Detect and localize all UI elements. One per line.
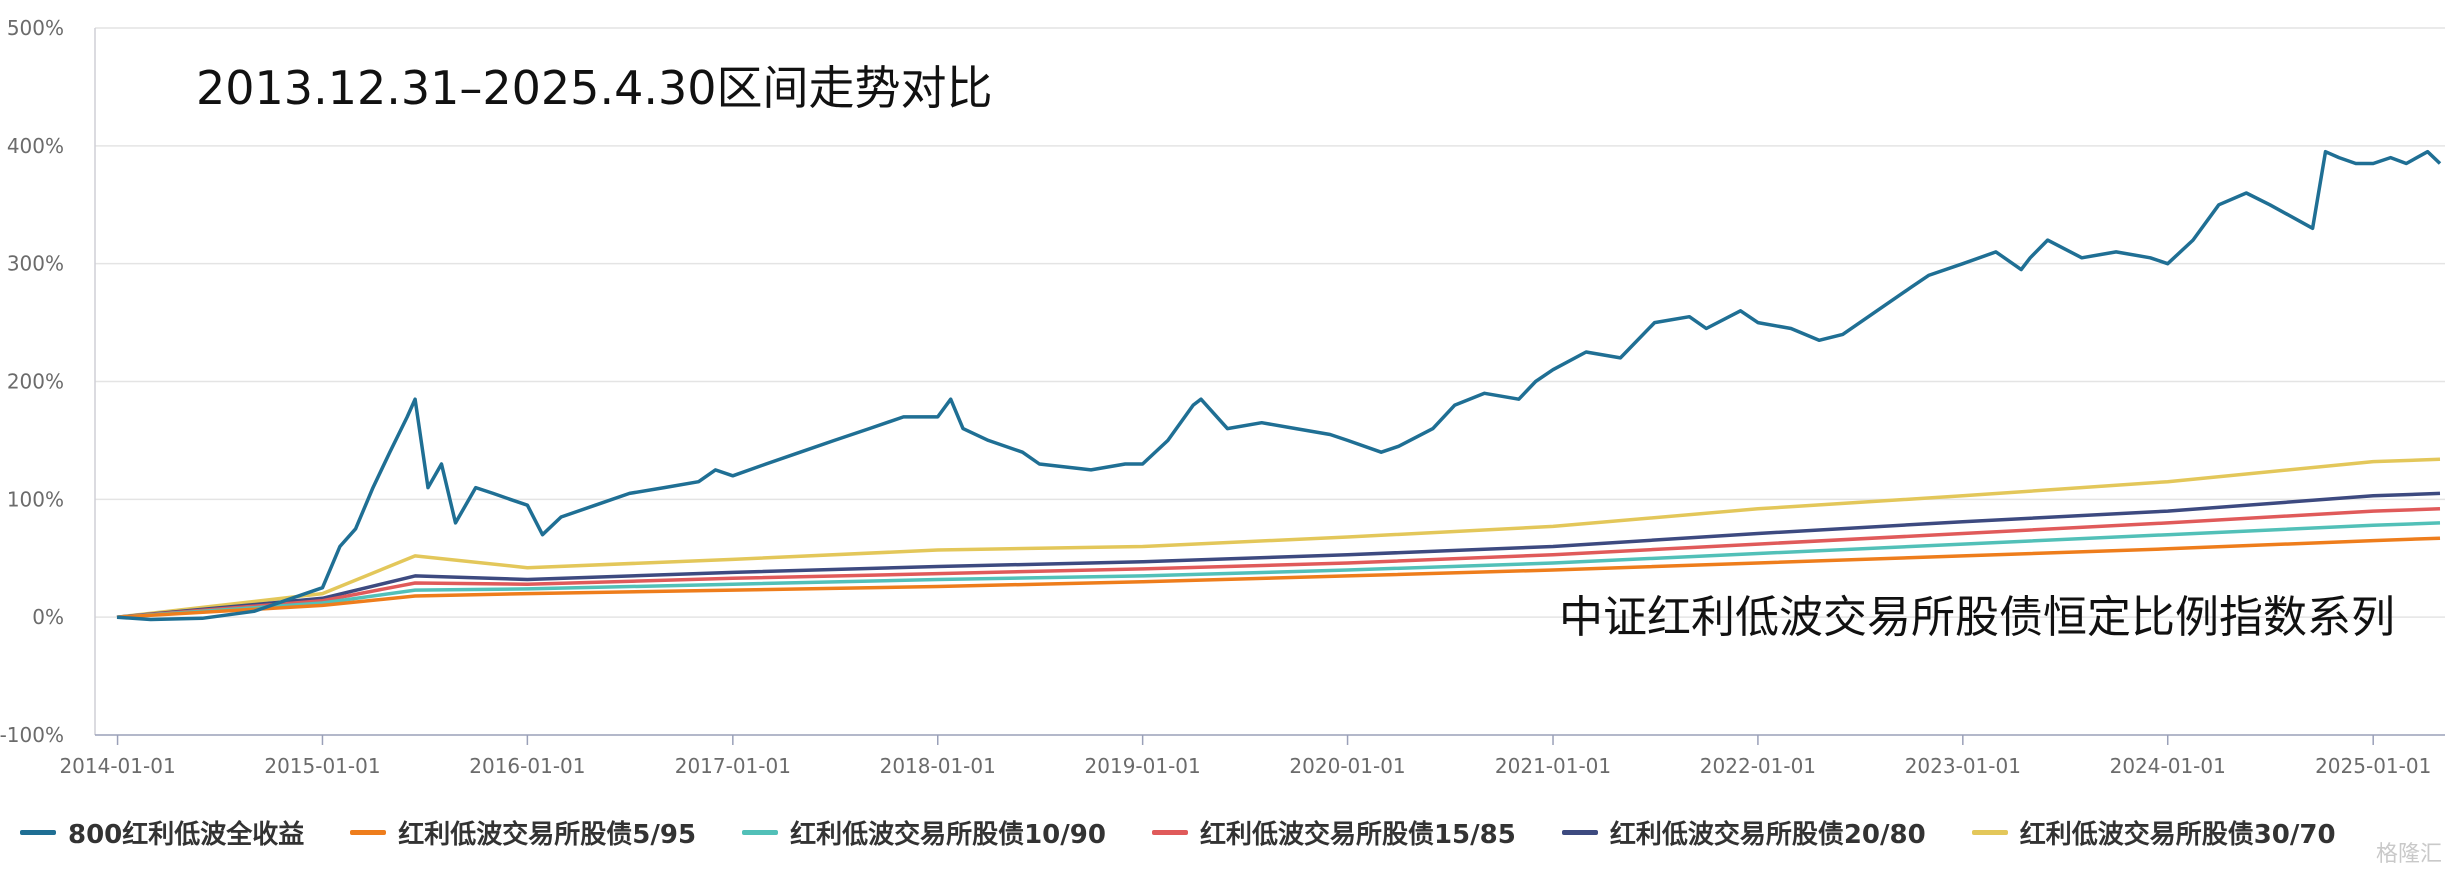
legend-label: 红利低波交易所股债15/85 xyxy=(1199,819,1516,850)
legend-swatch xyxy=(350,829,387,835)
legend-label: 800红利低波全收益 xyxy=(68,819,305,850)
legend-item[interactable]: 红利低波交易所股债20/80 xyxy=(1561,814,1926,851)
series-line xyxy=(116,507,2441,619)
y-tick-label: 300% xyxy=(7,252,64,276)
legend-item[interactable]: 红利低波交易所股债10/90 xyxy=(742,814,1106,851)
series-line xyxy=(116,149,2442,622)
y-tick-label: -100% xyxy=(0,723,64,747)
legend-item[interactable]: 800红利低波全收益 xyxy=(20,814,304,851)
legend-label: 红利低波交易所股债30/70 xyxy=(2019,819,2336,850)
legend-label: 红利低波交易所股债10/90 xyxy=(790,819,1106,850)
x-tick-label: 2016-01-01 xyxy=(469,754,585,778)
legend-label: 红利低波交易所股债5/95 xyxy=(398,819,697,850)
chart-legend: 800红利低波全收益 红利低波交易所股债5/95 红利低波交易所股债10/90 红利低… xyxy=(20,812,2440,852)
legend-label: 红利低波交易所股债20/80 xyxy=(1609,819,1926,850)
legend-item[interactable]: 红利低波交易所股债15/85 xyxy=(1151,814,1516,851)
series-lines xyxy=(116,149,2442,622)
x-tick-label: 2023-01-01 xyxy=(1905,754,2021,778)
x-tick-label: 2024-01-01 xyxy=(2110,754,2226,778)
chart-subtitle: 中证红利低波交易所股债恒定比例指数系列 xyxy=(1559,592,2395,643)
legend-swatch xyxy=(742,829,779,835)
legend-item[interactable]: 红利低波交易所股债30/70 xyxy=(1971,814,2336,851)
x-tick-label: 2020-01-01 xyxy=(1289,754,1405,778)
legend-swatch xyxy=(1561,829,1598,835)
legend-swatch xyxy=(1151,829,1188,835)
watermark: 格隆汇 xyxy=(2375,842,2442,867)
y-tick-label: 400% xyxy=(7,134,64,158)
legend-item[interactable]: 红利低波交易所股债5/95 xyxy=(350,814,696,851)
y-tick-label: 100% xyxy=(7,487,64,511)
y-tick-label: 500% xyxy=(7,16,64,40)
axes xyxy=(94,28,2445,736)
legend-swatch xyxy=(1971,829,2008,835)
chart-title: 2013.12.31–2025.4.30区间走势对比 xyxy=(196,61,993,115)
x-tick-label: 2015-01-01 xyxy=(264,754,380,778)
x-tick-label: 2019-01-01 xyxy=(1085,754,1201,778)
legend-swatch xyxy=(20,829,56,835)
x-tick-label: 2021-01-01 xyxy=(1495,754,1611,778)
y-axis-ticks: 500% 400% 300% 200% 100% 0% -100% xyxy=(0,16,64,747)
x-tick-label: 2018-01-01 xyxy=(880,754,996,778)
x-tick-label: 2025-01-01 xyxy=(2315,754,2431,778)
series-line xyxy=(116,457,2441,619)
x-axis-ticks: 2014-01-01 2015-01-01 2016-01-01 2017-01-01… xyxy=(59,735,2431,778)
gridlines xyxy=(95,27,2445,618)
series-line xyxy=(116,521,2441,619)
x-tick-label: 2022-01-01 xyxy=(1700,754,1816,778)
x-tick-label: 2017-01-01 xyxy=(675,754,791,778)
line-chart: 500%400%300%200%100%0%-100% 2014-01-01 20… xyxy=(0,16,2445,778)
series-line xyxy=(116,536,2441,619)
x-tick-label: 2014-01-01 xyxy=(59,754,175,778)
y-tick-label: 0% xyxy=(32,605,64,629)
series-line xyxy=(116,491,2441,619)
y-tick-label: 200% xyxy=(7,370,64,394)
